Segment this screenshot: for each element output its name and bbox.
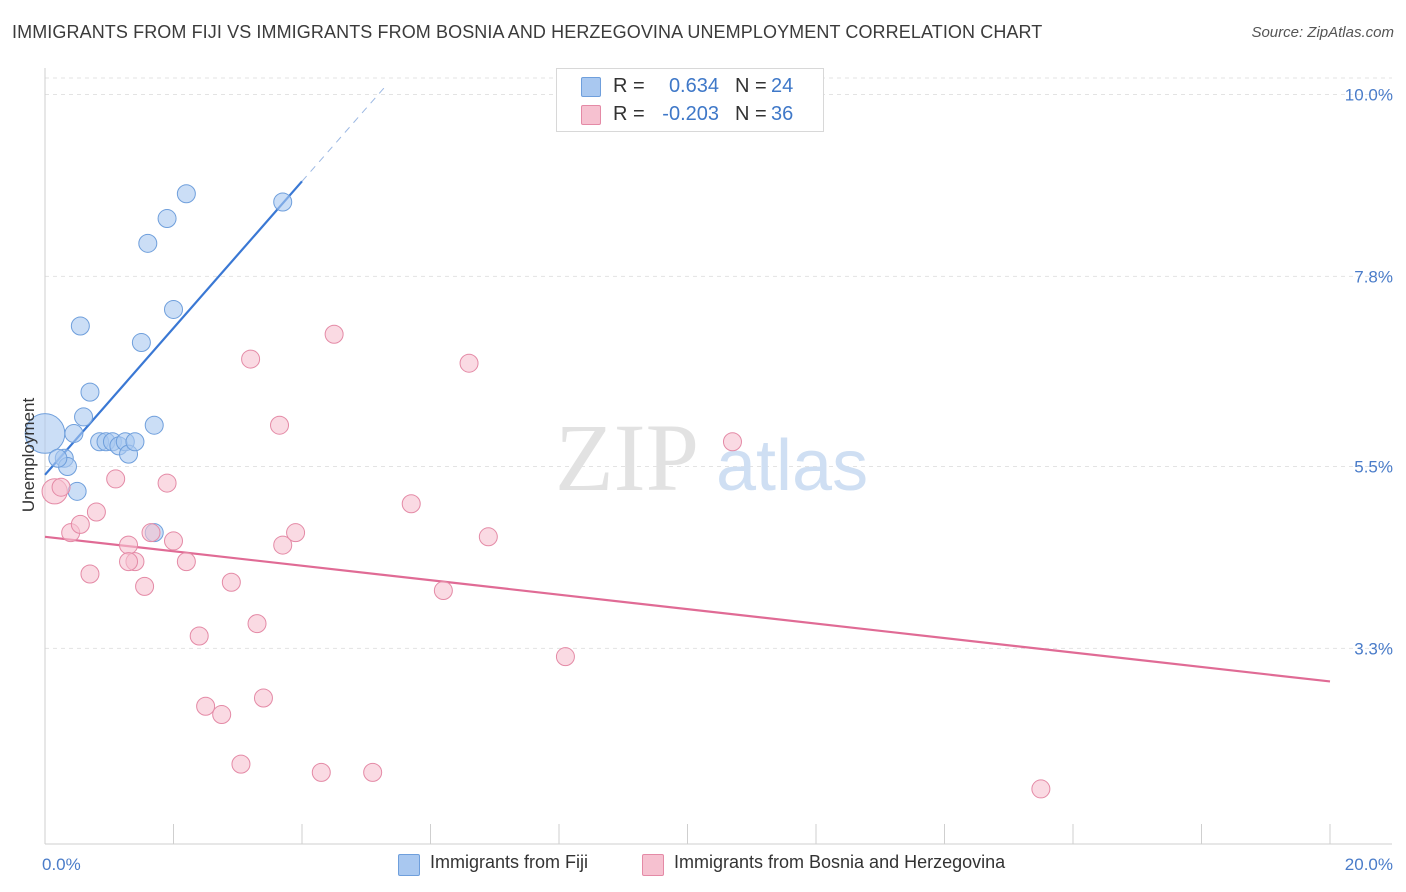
bosnia-point: [157, 473, 177, 493]
bosnia-point: [241, 349, 261, 369]
legend-swatch-bosnia: [581, 105, 601, 125]
y-tick-label: 10.0%: [1345, 86, 1393, 105]
bosnia-point: [363, 762, 383, 782]
trendline-fiji: [44, 180, 303, 476]
series-swatch-bosnia: [642, 854, 664, 876]
x-tick-label: 0.0%: [42, 855, 81, 874]
bosnia-point: [247, 614, 267, 634]
bosnia-point: [311, 762, 331, 782]
bosnia-point: [270, 415, 290, 435]
bosnia-point: [70, 514, 90, 534]
bosnia-point: [212, 705, 232, 725]
trendline-bosnia: [44, 535, 1331, 683]
bosnia-point: [51, 477, 71, 497]
watermark-zip: ZIP: [555, 404, 699, 511]
trendline-extension: [301, 85, 386, 182]
legend-n-label: N =: [735, 103, 767, 125]
fiji-point: [273, 192, 293, 212]
series-swatch-fiji: [398, 854, 420, 876]
bosnia-point: [459, 353, 479, 373]
bosnia-point: [478, 527, 498, 547]
source-credit: Source: ZipAtlas.com: [1251, 24, 1394, 41]
fiji-point: [144, 415, 164, 435]
y-tick-label: 7.8%: [1354, 267, 1393, 286]
legend-r-value: -0.203: [662, 103, 719, 125]
bosnia-point: [722, 432, 742, 452]
legend-swatch-fiji: [581, 77, 601, 97]
fiji-point: [64, 423, 84, 443]
bosnia-point: [176, 552, 196, 572]
axes: [44, 68, 1392, 845]
fiji-point: [67, 481, 87, 501]
data-points: [24, 184, 1051, 799]
legend-row-fiji: R = 0.634 N = 24: [557, 73, 823, 101]
watermark: ZIP atlas: [555, 404, 868, 511]
legend-n-label: N =: [735, 75, 767, 97]
bosnia-point: [555, 647, 575, 667]
trendlines: [44, 85, 1331, 683]
legend-r-label: R =: [613, 103, 645, 125]
bosnia-point: [106, 469, 126, 489]
bosnia-point: [141, 523, 161, 543]
fiji-point: [80, 382, 100, 402]
series-label-bosnia: Immigrants from Bosnia and Herzegovina: [674, 852, 1006, 872]
bosnia-point: [273, 535, 293, 555]
fiji-point: [164, 299, 183, 319]
bosnia-point: [286, 523, 306, 543]
bosnia-point: [189, 626, 209, 646]
y-tick-label: 5.5%: [1354, 458, 1393, 477]
legend-r-label: R =: [613, 75, 645, 97]
bosnia-point: [401, 494, 421, 514]
fiji-point: [125, 432, 145, 452]
legend-n-value: 36: [771, 103, 794, 125]
legend-row-bosnia: R = -0.203 N = 36: [557, 101, 823, 129]
y-tick-label: 3.3%: [1354, 639, 1393, 658]
bosnia-point: [80, 564, 100, 584]
series-legend: Immigrants from Fiji Immigrants from Bos…: [0, 852, 1406, 878]
bosnia-point: [433, 581, 453, 601]
legend-r-value: 0.634: [668, 75, 719, 97]
bosnia-point: [324, 324, 344, 344]
bosnia-point: [86, 502, 106, 522]
fiji-point: [157, 209, 177, 229]
fiji-point: [176, 184, 196, 204]
y-axis-title: Unemployment: [19, 398, 38, 513]
legend-n-value: 24: [771, 75, 794, 97]
chart-title: IMMIGRANTS FROM FIJI VS IMMIGRANTS FROM …: [12, 22, 1043, 42]
correlation-legend: R = 0.634 N = 24 R = -0.203 N = 36: [556, 68, 824, 132]
x-tick-label: 20.0%: [1345, 855, 1393, 874]
bosnia-point: [164, 531, 183, 551]
tick-labels: 3.3% 5.5% 7.8% 10.0% 0.0% 20.0%: [42, 86, 1393, 874]
bosnia-point: [119, 552, 139, 572]
fiji-point: [138, 233, 158, 253]
bosnia-point: [119, 535, 139, 555]
bosnia-point: [231, 754, 251, 774]
bosnia-point: [253, 688, 273, 708]
bosnia-point: [221, 572, 241, 592]
fiji-point: [48, 448, 68, 468]
fiji-point: [74, 407, 94, 427]
bosnia-point: [1031, 779, 1051, 799]
fiji-point: [131, 333, 151, 353]
bosnia-point: [196, 696, 216, 716]
series-label-fiji: Immigrants from Fiji: [430, 852, 589, 872]
bosnia-point: [135, 576, 155, 596]
fiji-point: [70, 316, 90, 336]
